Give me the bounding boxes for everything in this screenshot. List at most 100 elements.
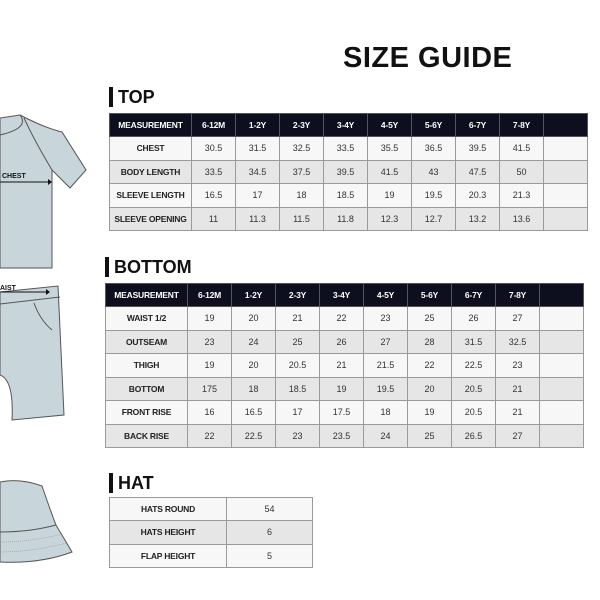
- column-header: [543, 113, 588, 137]
- cell-value: 26: [319, 329, 364, 354]
- row-label: OUTSEAM: [105, 329, 188, 354]
- cell-value: 33.5: [323, 136, 368, 161]
- cell-value: [543, 136, 588, 161]
- header-row: MEASUREMENT 6-12M 1-2Y 2-3Y 3-4Y 4-5Y 5-6Y 6-7Y…: [105, 283, 584, 307]
- cell-value: 19: [319, 376, 364, 401]
- cell-value: 31.5: [235, 136, 280, 161]
- column-header: 3-4Y: [319, 283, 364, 307]
- row-label: CHEST: [109, 136, 192, 161]
- table-row: SLEEVE LENGTH 16.5 17 18 18.5 19 19.5 20.3 21.3: [109, 183, 588, 208]
- section-title-top: TOP: [109, 87, 155, 107]
- cell-value: 22.5: [231, 423, 276, 448]
- cell-value: 43: [411, 159, 456, 184]
- cell-value: 20.3: [455, 183, 500, 208]
- column-header: 7-8Y: [495, 283, 540, 307]
- cell-value: 18.5: [275, 376, 320, 401]
- cell-value: 23.5: [319, 423, 364, 448]
- cell-value: 21.3: [499, 183, 544, 208]
- cell-value: 20.5: [275, 353, 320, 378]
- cell-value: [539, 423, 584, 448]
- hat-size-table: HATS ROUND 54 HATS HEIGHT 6 FLAP HEIGHT 5: [109, 496, 313, 568]
- column-header: MEASUREMENT: [109, 113, 192, 137]
- row-label: BACK RISE: [105, 423, 188, 448]
- row-label: THIGH: [105, 353, 188, 378]
- cell-value: 16.5: [191, 183, 236, 208]
- cell-value: 27: [363, 329, 408, 354]
- cell-value: 21: [495, 376, 540, 401]
- cell-value: 23: [363, 306, 408, 331]
- table-row: FRONT RISE 16 16.5 17 17.5 18 19 20.5 21: [105, 400, 584, 425]
- cell-value: 175: [187, 376, 232, 401]
- cell-value: 13.6: [499, 206, 544, 231]
- shorts-illustration: AIST: [0, 285, 65, 421]
- cell-value: 19.5: [363, 376, 408, 401]
- table-row: HATS HEIGHT 6: [109, 520, 313, 545]
- cell-value: 18: [363, 400, 408, 425]
- cell-value: 23: [187, 329, 232, 354]
- column-header: 6-7Y: [455, 113, 500, 137]
- table-row: WAIST 1/2 19 20 21 22 23 25 26 27: [105, 306, 584, 331]
- table-row: FLAP HEIGHT 5: [109, 543, 313, 568]
- cell-value: [543, 183, 588, 208]
- cell-value: 36.5: [411, 136, 456, 161]
- cell-value: 25: [407, 423, 452, 448]
- column-header: 2-3Y: [275, 283, 320, 307]
- column-header: 6-7Y: [451, 283, 496, 307]
- cell-value: 19: [187, 353, 232, 378]
- cell-value: 16.5: [231, 400, 276, 425]
- table-row: OUTSEAM 23 24 25 26 27 28 31.5 32.5: [105, 329, 584, 354]
- table-row: THIGH 19 20 20.5 21 21.5 22 22.5 23: [105, 353, 584, 378]
- row-label: WAIST 1/2: [105, 306, 188, 331]
- cell-value: 18: [279, 183, 324, 208]
- cell-value: 28: [407, 329, 452, 354]
- cell-value: 21: [319, 353, 364, 378]
- cell-value: 13.2: [455, 206, 500, 231]
- cell-value: 12.7: [411, 206, 456, 231]
- header-row: MEASUREMENT 6-12M 1-2Y 2-3Y 3-4Y 4-5Y 5-6Y 6-7Y…: [109, 113, 588, 137]
- page-title: SIZE GUIDE: [343, 42, 513, 74]
- cell-value: 6: [226, 520, 313, 545]
- cell-value: 20: [231, 306, 276, 331]
- cell-value: 11.8: [323, 206, 368, 231]
- cell-value: 27: [495, 306, 540, 331]
- cell-value: 37.5: [279, 159, 324, 184]
- cell-value: 24: [231, 329, 276, 354]
- column-header: 3-4Y: [323, 113, 368, 137]
- hat-illustration: [0, 480, 73, 563]
- column-header: [539, 283, 584, 307]
- cell-value: [539, 376, 584, 401]
- table-row: CHEST 30.5 31.5 32.5 33.5 35.5 36.5 39.5 41.5: [109, 136, 588, 161]
- cell-value: 22: [407, 353, 452, 378]
- cell-value: 30.5: [191, 136, 236, 161]
- waist-label: AIST: [0, 285, 17, 292]
- cell-value: 39.5: [323, 159, 368, 184]
- cell-value: 47.5: [455, 159, 500, 184]
- cell-value: 50: [499, 159, 544, 184]
- bottom-size-table: MEASUREMENT 6-12M 1-2Y 2-3Y 3-4Y 4-5Y 5-6Y 6-7Y…: [105, 283, 584, 448]
- row-label: SLEEVE LENGTH: [109, 183, 192, 208]
- cell-value: 21.5: [363, 353, 408, 378]
- column-header: MEASUREMENT: [105, 283, 188, 307]
- cell-value: 21: [275, 306, 320, 331]
- cell-value: 26.5: [451, 423, 496, 448]
- section-title-bottom: BOTTOM: [105, 257, 192, 277]
- cell-value: 20.5: [451, 376, 496, 401]
- cell-value: [543, 159, 588, 184]
- cell-value: 11.3: [235, 206, 280, 231]
- cell-value: 5: [226, 543, 313, 568]
- column-header: 7-8Y: [499, 113, 544, 137]
- row-label: FRONT RISE: [105, 400, 188, 425]
- cell-value: 26: [451, 306, 496, 331]
- cell-value: 22: [187, 423, 232, 448]
- cell-value: 12.3: [367, 206, 412, 231]
- cell-value: 25: [275, 329, 320, 354]
- table-row: HATS ROUND 54: [109, 496, 313, 522]
- cell-value: 33.5: [191, 159, 236, 184]
- top-size-table: MEASUREMENT 6-12M 1-2Y 2-3Y 3-4Y 4-5Y 5-6Y 6-7Y…: [109, 113, 588, 231]
- cell-value: 19: [407, 400, 452, 425]
- cell-value: 39.5: [455, 136, 500, 161]
- row-label: HATS ROUND: [109, 496, 227, 522]
- column-header: 5-6Y: [407, 283, 452, 307]
- cell-value: 20.5: [451, 400, 496, 425]
- table-row: BACK RISE 22 22.5 23 23.5 24 25 26.5 27: [105, 423, 584, 448]
